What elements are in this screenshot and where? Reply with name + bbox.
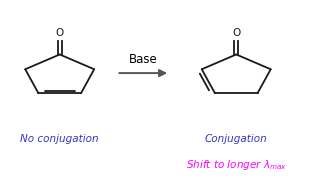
Text: O: O: [56, 28, 64, 38]
Text: No conjugation: No conjugation: [20, 134, 99, 144]
Text: Shift to longer $\lambda_{max}$: Shift to longer $\lambda_{max}$: [186, 158, 287, 172]
Text: Base: Base: [129, 53, 158, 66]
Text: Conjugation: Conjugation: [205, 134, 268, 144]
Text: O: O: [232, 28, 240, 38]
